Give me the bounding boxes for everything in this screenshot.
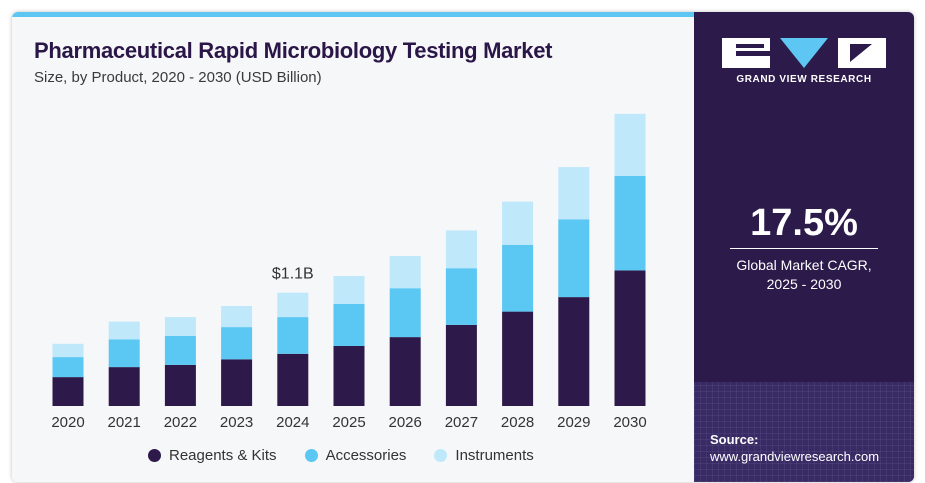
bar-accessories-2028 (502, 244, 534, 312)
x-tick-label-2030: 2030 (613, 414, 646, 431)
cagr-label-line1: Global Market CAGR, (736, 257, 872, 273)
x-tick-label-2029: 2029 (557, 414, 590, 431)
bar-reagents-kits-2024 (277, 353, 309, 406)
bar-accessories-2025 (333, 303, 365, 346)
x-tick-label-2027: 2027 (445, 414, 478, 431)
bar-reagents-kits-2021 (108, 367, 140, 406)
bar-accessories-2027 (445, 268, 477, 325)
bar-reagents-kits-2023 (221, 359, 253, 406)
bar-accessories-2023 (221, 327, 253, 360)
legend-item-reagents: Reagents & Kits (148, 447, 277, 464)
legend-swatch-accessories (304, 448, 318, 462)
x-tick-label-2023: 2023 (220, 414, 253, 431)
legend-item-instruments: Instruments (434, 446, 534, 464)
bar-instruments-2020 (52, 343, 84, 358)
data-label-2024: $1.1B (272, 266, 314, 283)
legend-label-instruments: Instruments (455, 446, 534, 464)
bar-reagents-kits-2027 (445, 324, 477, 406)
bar-accessories-2020 (52, 357, 84, 378)
bar-instruments-2029 (558, 167, 590, 220)
legend-item-accessories: Accessories (304, 446, 407, 464)
legend-label-reagents: Reagents & Kits (169, 446, 277, 464)
accent-strip (12, 12, 694, 17)
bar-accessories-2029 (558, 219, 590, 298)
bar-instruments-2021 (108, 321, 140, 340)
bar-reagents-kits-2026 (389, 337, 421, 406)
chart-panel: Pharmaceutical Rapid Microbiology Testin… (12, 12, 694, 482)
x-tick-label-2021: 2021 (108, 414, 141, 431)
x-tick-label-2020: 2020 (51, 414, 84, 431)
cagr-label: Global Market CAGR, 2025 - 2030 (694, 256, 914, 294)
source-link[interactable]: www.grandviewresearch.com (710, 449, 880, 464)
bar-reagents-kits-2020 (52, 377, 84, 406)
decorative-pattern (694, 382, 914, 482)
chart-title: Pharmaceutical Rapid Microbiology Testin… (34, 38, 553, 63)
bar-instruments-2025 (333, 276, 365, 304)
bar-instruments-2023 (221, 306, 253, 328)
source-label: Source: (710, 432, 759, 447)
bar-instruments-2030 (614, 113, 646, 176)
chart-legend: Reagents & Kits Accessories Instruments (148, 445, 534, 465)
x-tick-label-2024: 2024 (276, 414, 309, 431)
bar-accessories-2022 (164, 336, 196, 365)
brand-name: GRAND VIEW RESEARCH (736, 74, 872, 85)
cagr-divider (730, 248, 878, 249)
x-tick-label-2028: 2028 (501, 414, 534, 431)
bar-instruments-2027 (445, 230, 477, 269)
bar-instruments-2024 (277, 292, 309, 318)
bar-accessories-2030 (614, 176, 646, 271)
bar-reagents-kits-2025 (333, 346, 365, 406)
cagr-label-line2: 2025 - 2030 (766, 276, 842, 292)
infographic-card: Pharmaceutical Rapid Microbiology Testin… (12, 12, 914, 482)
bar-accessories-2026 (389, 288, 421, 338)
legend-swatch-instruments (434, 448, 448, 462)
bar-reagents-kits-2022 (164, 364, 196, 406)
legend-label-accessories: Accessories (325, 446, 407, 464)
bar-reagents-kits-2030 (614, 270, 646, 406)
x-tick-label-2026: 2026 (389, 414, 422, 431)
grand-view-research-logo-icon (722, 38, 886, 68)
x-tick-label-2022: 2022 (164, 414, 197, 431)
sidebar-panel: GRAND VIEW RESEARCH 17.5% Global Market … (694, 12, 914, 482)
chart-subtitle: Size, by Product, 2020 - 2030 (USD Billi… (34, 69, 322, 86)
stacked-bar-chart: 2020 2021 2022 2023 2024 2025 2026 2027 2028 2029… (51, 113, 647, 431)
bar-instruments-2028 (502, 201, 534, 245)
bar-instruments-2022 (164, 317, 196, 336)
bar-reagents-kits-2028 (502, 311, 534, 406)
legend-swatch-reagents (148, 448, 161, 462)
bar-reagents-kits-2029 (558, 297, 590, 406)
x-tick-label-2025: 2025 (332, 414, 365, 431)
bar-accessories-2024 (277, 317, 309, 354)
bar-accessories-2021 (108, 339, 140, 368)
bar-instruments-2026 (389, 256, 421, 289)
cagr-value: 17.5% (750, 202, 858, 244)
